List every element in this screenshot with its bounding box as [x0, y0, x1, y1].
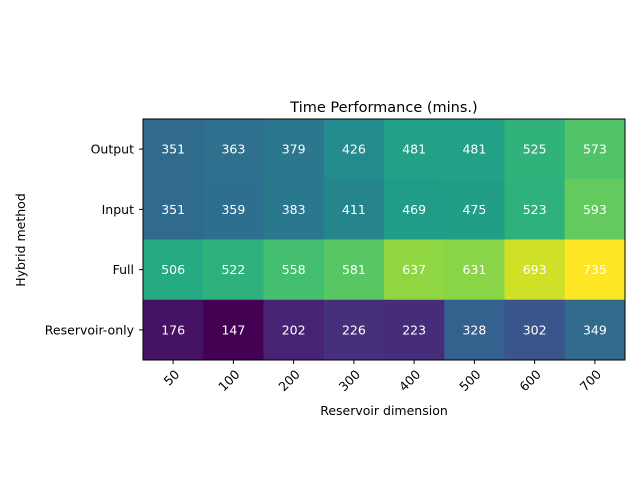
heatmap-cell [203, 179, 264, 240]
heatmap-cell [384, 299, 445, 361]
cell-value-label: 351 [161, 202, 185, 217]
cell-value-label: 735 [583, 262, 607, 277]
cell-value-label: 523 [523, 202, 547, 217]
heatmap-cell [143, 299, 204, 361]
heatmap-cell [143, 239, 204, 301]
cell-value-label: 349 [583, 322, 607, 337]
heatmap-cell [504, 119, 566, 180]
heatmap-cell [384, 239, 445, 301]
heatmap-cell [323, 239, 385, 301]
cell-value-label: 693 [523, 262, 547, 277]
cell-value-label: 302 [523, 322, 547, 337]
heatmap-cell [564, 239, 626, 301]
cell-value-label: 202 [282, 322, 306, 337]
plot-frame [142, 118, 626, 361]
cell-value-label: 328 [462, 322, 486, 337]
chart-title: Time Performance (mins.) [289, 100, 477, 116]
heatmap-cell [384, 119, 445, 180]
cell-value-label: 383 [282, 202, 306, 217]
cell-value-label: 351 [161, 142, 185, 157]
cell-value-label: 469 [402, 202, 426, 217]
heatmap-cell [504, 299, 566, 361]
cell-value-label: 426 [342, 142, 366, 157]
cell-value-label: 223 [402, 322, 426, 337]
heatmap-cell [143, 119, 204, 180]
cell-value-label: 637 [402, 262, 426, 277]
y-axis-label: Hybrid method [13, 193, 28, 287]
cell-value-label: 147 [221, 322, 245, 337]
y-tick-label: Reservoir-only [45, 322, 135, 337]
cell-value-label: 379 [282, 142, 306, 157]
cell-value-label: 581 [342, 262, 366, 277]
cell-value-label: 176 [161, 322, 185, 337]
heatmap-cell [384, 179, 445, 240]
heatmap-cell [444, 239, 505, 301]
heatmap-cell [203, 299, 264, 361]
y-axis-ticks: Output Input Full Reservoir-only [45, 142, 143, 337]
heatmap-cells [143, 119, 626, 361]
heatmap-cell [444, 179, 505, 240]
heatmap-cell [564, 119, 626, 180]
heatmap-cell [203, 119, 264, 180]
heatmap-cell [504, 239, 566, 301]
cell-value-label: 226 [342, 322, 366, 337]
y-tick-label: Input [102, 202, 134, 217]
cell-value-label: 481 [462, 142, 486, 157]
cell-value-label: 481 [402, 142, 426, 157]
x-axis-label: Reservoir dimension [320, 403, 448, 418]
heatmap-cell [564, 179, 626, 240]
heatmap-cell [143, 179, 204, 240]
heatmap-cell [444, 119, 505, 180]
cell-value-label: 522 [221, 262, 245, 277]
heatmap-cell [564, 299, 626, 361]
heatmap-cell [323, 299, 385, 361]
y-tick-label: Output [91, 142, 135, 157]
cell-value-label: 573 [583, 142, 607, 157]
heatmap-cell [263, 299, 325, 361]
cell-value-label: 631 [462, 262, 486, 277]
heatmap-cell [263, 239, 325, 301]
cell-value-label: 525 [523, 142, 547, 157]
cell-value-label: 558 [282, 262, 306, 277]
heatmap-cell-labels: 351 363 379 426 481 481 525 573 351 359 383 411 469 4… [161, 142, 607, 338]
cell-value-label: 506 [161, 262, 185, 277]
heatmap-cell [263, 119, 325, 180]
cell-value-label: 359 [221, 202, 245, 217]
heatmap-cell [444, 299, 505, 361]
cell-value-label: 363 [221, 142, 245, 157]
cell-value-label: 593 [583, 202, 607, 217]
heatmap-cell [323, 179, 385, 240]
heatmap-cell [504, 179, 566, 240]
heatmap-cell [203, 239, 264, 301]
y-tick-label: Full [113, 262, 134, 277]
cell-value-label: 475 [462, 202, 486, 217]
heatmap-cell [263, 179, 325, 240]
cell-value-label: 411 [342, 202, 366, 217]
heatmap-cell [323, 119, 385, 180]
